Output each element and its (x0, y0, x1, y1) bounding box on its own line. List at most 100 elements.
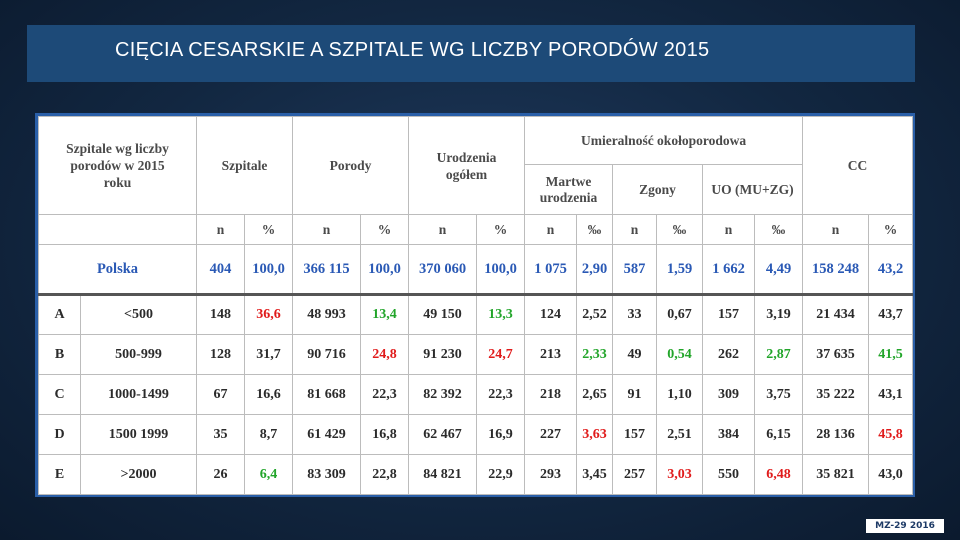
poland-cell: 100,0 (359, 244, 410, 296)
table-cell: 91 (612, 374, 658, 415)
table-cell: 37 635 (802, 334, 870, 375)
table-cell: 6,15 (754, 414, 804, 455)
unit-cell: ‰ (754, 214, 804, 245)
table-cell: 227 (524, 414, 578, 455)
table-cell: 35 821 (802, 454, 870, 495)
table-cell: 21 434 (802, 293, 870, 335)
poland-cell: 100,0 (476, 244, 526, 296)
table-cell: 0,54 (656, 334, 704, 375)
poland-cell: 1 075 (524, 244, 578, 296)
table-cell: 22,3 (359, 374, 410, 415)
unit-cell: n (524, 214, 578, 245)
poland-cell: 404 (196, 244, 245, 296)
header-umieralnosc: Umieralność okołoporodowa (524, 116, 804, 165)
slide-title: CIĘCIA CESARSKIE A SZPITALE WG LICZBY PO… (27, 25, 915, 82)
poland-cell: 366 115 (292, 244, 361, 296)
row-code: E (38, 454, 81, 495)
table-cell: 84 821 (408, 454, 478, 495)
table-cell: 16,6 (244, 374, 293, 415)
table-cell: 1,10 (656, 374, 704, 415)
poland-cell: 370 060 (408, 244, 478, 296)
table-cell: 43,0 (868, 454, 914, 495)
table-cell: 22,3 (476, 374, 526, 415)
table-cell: 31,7 (244, 334, 293, 375)
header-uo: UO (MU+ZG) (702, 164, 804, 215)
row-code: A (38, 293, 81, 335)
unit-cell: n (612, 214, 658, 245)
table-cell: 218 (524, 374, 578, 415)
row-range: 1500 1999 (80, 414, 197, 455)
table-cell: 0,67 (656, 293, 704, 335)
table-cell: 43,7 (868, 293, 914, 335)
row-code: C (38, 374, 81, 415)
poland-cell: 43,2 (868, 244, 914, 296)
table-cell: 3,19 (754, 293, 804, 335)
table-row: C 1000-1499 67 16,6 81 668 22,3 82 392 22,3 218 2… (38, 374, 914, 415)
unit-cell: n (802, 214, 870, 245)
table-cell: 81 668 (292, 374, 361, 415)
unit-cell: ‰ (576, 214, 614, 245)
unit-cell: n (196, 214, 245, 245)
table-cell: 128 (196, 334, 245, 375)
poland-cell: 2,90 (576, 244, 614, 296)
table-cell: 2,51 (656, 414, 704, 455)
table-cell: 28 136 (802, 414, 870, 455)
table-row: A <500 148 36,6 48 993 13,4 49 150 13,3 124 2,52 3… (38, 293, 914, 335)
poland-cell: 100,0 (244, 244, 293, 296)
table-cell: 36,6 (244, 293, 293, 335)
table-cell: 35 (196, 414, 245, 455)
header-porody: Porody (291, 116, 410, 215)
table-cell: 91 230 (408, 334, 478, 375)
table-cell: 24,8 (359, 334, 410, 375)
row-range: <500 (80, 293, 197, 335)
table-cell: 309 (702, 374, 756, 415)
table-cell: 2,65 (576, 374, 614, 415)
row-range: 500-999 (80, 334, 197, 375)
unit-cell: ‰ (656, 214, 704, 245)
poland-cell: 587 (612, 244, 658, 296)
table-cell: 45,8 (868, 414, 914, 455)
table-row: B 500-999 128 31,7 90 716 24,8 91 230 24,7 213 2,… (38, 334, 914, 375)
unit-cell: % (868, 214, 914, 245)
poland-label: Polska (38, 244, 197, 296)
table-cell: 157 (612, 414, 658, 455)
poland-cell: 158 248 (802, 244, 870, 296)
unit-cell: % (359, 214, 410, 245)
table-frame: Szpitale wg liczby porodów w 2015 roku S… (35, 113, 915, 497)
unit-cell: n (702, 214, 756, 245)
header-hospital-group: Szpitale wg liczby porodów w 2015 roku (38, 116, 197, 215)
table-cell: 213 (524, 334, 578, 375)
table-cell: 43,1 (868, 374, 914, 415)
data-rows: A <500 148 36,6 48 993 13,4 49 150 13,3 124 2,52 3… (38, 293, 914, 495)
unit-cell: % (476, 214, 526, 245)
table-row: D 1500 1999 35 8,7 61 429 16,8 62 467 16,9 227 3,… (38, 414, 914, 455)
table-cell: 3,63 (576, 414, 614, 455)
poland-cell: 1 662 (702, 244, 756, 296)
header-martwe: Martwe urodzenia (524, 164, 614, 215)
table-cell: 24,7 (476, 334, 526, 375)
table-cell: 3,45 (576, 454, 614, 495)
table-cell: 2,33 (576, 334, 614, 375)
table-cell: 82 392 (408, 374, 478, 415)
table-row: E >2000 26 6,4 83 309 22,8 84 821 22,9 293 3,45 25… (38, 454, 914, 495)
table-cell: 49 150 (408, 293, 478, 335)
footer-label: MZ-29 2016 (866, 519, 944, 533)
table-cell: 67 (196, 374, 245, 415)
header-szpitale: Szpitale (196, 116, 293, 215)
header-zgony: Zgony (612, 164, 704, 215)
table-cell: 6,4 (244, 454, 293, 495)
poland-row: Polska 404 100,0 366 115 100,0 370 060 1… (38, 244, 914, 296)
table-cell: 8,7 (244, 414, 293, 455)
table-cell: 16,9 (476, 414, 526, 455)
table-cell: 61 429 (292, 414, 361, 455)
data-table: Szpitale wg liczby porodów w 2015 roku S… (38, 116, 914, 495)
units-row: n % n % n % n ‰ n ‰ n ‰ n % (38, 214, 914, 245)
table-cell: 262 (702, 334, 756, 375)
header-cc: CC (802, 116, 914, 215)
table-cell: 22,9 (476, 454, 526, 495)
unit-cell: % (244, 214, 293, 245)
table-cell: 13,4 (359, 293, 410, 335)
table-cell: 16,8 (359, 414, 410, 455)
poland-cell: 1,59 (656, 244, 704, 296)
table-cell: 6,48 (754, 454, 804, 495)
